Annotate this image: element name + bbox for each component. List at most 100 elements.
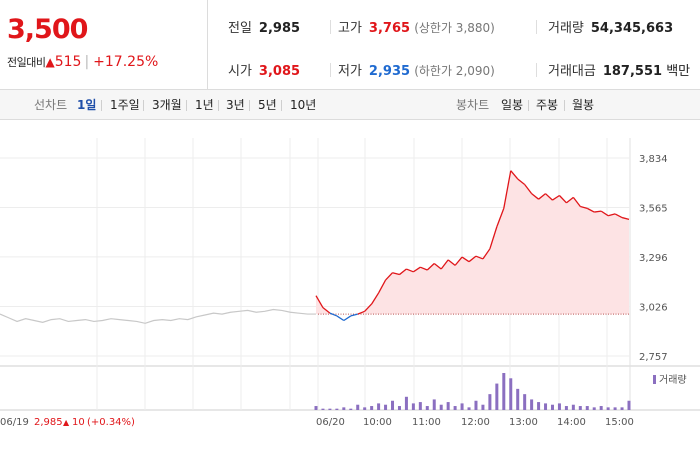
volume-bar — [453, 406, 457, 410]
tab-divider — [143, 100, 144, 111]
tab-3month[interactable]: 3개월 — [152, 98, 182, 112]
prev-day-line — [0, 308, 316, 324]
x-tick-label: 06/19 — [0, 417, 29, 428]
today-line-segment — [614, 213, 623, 219]
change-percent: +17.25% — [93, 54, 159, 70]
tab-1year[interactable]: 1년 — [195, 98, 214, 112]
stat-divider — [330, 20, 331, 34]
stat-high: 고가 3,765 (상한가 3,880) — [338, 17, 495, 36]
tab-5year[interactable]: 5년 — [258, 98, 277, 112]
high-value: 3,765 — [368, 21, 411, 36]
volume-bar — [530, 399, 534, 410]
tab-3year[interactable]: 3년 — [226, 98, 245, 112]
today-line-segment — [565, 196, 574, 204]
today-line-segment — [552, 194, 560, 201]
y-tick-label: 3,565 — [639, 203, 668, 214]
today-line-segment — [357, 310, 365, 315]
current-price: 3,500 — [7, 14, 88, 45]
x-tick-label: 10:00 — [363, 417, 392, 428]
volume-bar — [592, 407, 596, 410]
open-value: 3,085 — [258, 64, 301, 79]
up-arrow-icon: ▲ — [45, 55, 55, 69]
tab-divider — [564, 100, 565, 111]
volume-bar — [460, 403, 464, 410]
tab-weekly-candle[interactable]: 주봉 — [536, 98, 559, 112]
today-line-segment — [322, 307, 331, 314]
prev-day-note: 2,985 ▲ 10 (+0.34%) — [34, 417, 135, 428]
today-line-segment — [482, 248, 491, 260]
tab-1day[interactable]: 1일 — [77, 98, 97, 112]
prev-day-close: 2,985 — [34, 417, 63, 428]
tab-divider — [218, 100, 219, 111]
stat-open: 시가 3,085 — [228, 60, 300, 79]
volume-bar — [321, 408, 325, 410]
stat-divider — [330, 63, 331, 77]
amount-unit: 백만 — [666, 64, 691, 79]
today-line-segment — [371, 292, 380, 305]
today-line-segment — [426, 263, 435, 271]
volume-bar — [446, 402, 450, 410]
price-box: 3,500 전일대비▲515 | +17.25% — [0, 0, 208, 90]
lower-limit: (하한가 2,090) — [414, 64, 495, 78]
today-line-segment — [538, 193, 546, 200]
today-line-segment — [461, 256, 470, 263]
volume-bar — [363, 407, 367, 410]
tab-10year[interactable]: 10년 — [290, 98, 317, 112]
volume-bar — [599, 406, 603, 410]
volume-legend-label: 거래량 — [659, 374, 687, 386]
volume-bar — [544, 403, 548, 410]
today-line-segment — [586, 207, 595, 213]
volume-bar — [425, 406, 429, 410]
today-line-segment — [545, 193, 553, 201]
tab-monthly-candle[interactable]: 월봉 — [572, 98, 595, 112]
stat-volume: 거래량 54,345,663 — [548, 17, 673, 36]
prev-close-value: 2,985 — [258, 21, 301, 36]
today-line-segment — [524, 184, 533, 195]
x-tick-label: 06/20 — [316, 417, 345, 428]
volume-bar — [349, 408, 353, 410]
today-line-segment — [600, 210, 609, 217]
today-line-segment — [378, 279, 387, 294]
chart-period-tabs: 선차트 1일 1주일 3개월 1년 3년 5년 10년 봉차트 일봉 주봉 월봉 — [0, 90, 700, 120]
today-line-segment — [468, 255, 477, 263]
volume-bar — [557, 403, 561, 410]
volume-bar — [404, 396, 408, 410]
volume-legend: 거래량 — [653, 374, 687, 386]
today-line-segment — [343, 315, 352, 322]
prev-day-percent: (+0.34%) — [87, 417, 135, 428]
volume-legend-swatch — [653, 375, 656, 384]
x-tick-label: 14:00 — [557, 417, 586, 428]
today-line-segment — [607, 213, 616, 217]
quote-stats: 전일 2,985 고가 3,765 (상한가 3,880) 거래량 54,345,66… — [208, 0, 700, 90]
volume-bar — [356, 404, 360, 410]
volume-bar — [391, 400, 395, 410]
volume-bar — [564, 406, 568, 410]
volume-bar — [516, 388, 520, 410]
today-line-segment — [433, 263, 442, 270]
stat-amount: 거래대금 187,551 백만 — [548, 60, 690, 79]
today-line-segment — [364, 303, 373, 312]
tab-1week[interactable]: 1주일 — [110, 98, 140, 112]
change-label: 전일대비 — [7, 56, 46, 69]
today-line-segment — [336, 315, 345, 322]
volume-bar — [370, 406, 374, 410]
stat-divider — [536, 20, 537, 34]
volume-bar — [467, 407, 471, 410]
intraday-chart[interactable]: 3,834 3,565 3,296 3,026 2,757 거래량 06/19 06/20… — [0, 120, 700, 450]
volume-bar — [606, 407, 610, 410]
stat-low: 저가 2,935 (하한가 2,090) — [338, 60, 495, 79]
volume-bar — [523, 394, 527, 410]
y-axis-ticks: 3,834 3,565 3,296 3,026 2,757 — [639, 154, 668, 363]
today-line-segment — [621, 216, 630, 221]
x-tick-label: 13:00 — [509, 417, 538, 428]
volume-bar — [585, 406, 589, 410]
volume-bar — [571, 404, 575, 410]
today-line-segment — [350, 313, 358, 317]
today-line-segment — [580, 205, 588, 210]
today-line-segment — [413, 266, 421, 273]
y-tick-label: 2,757 — [639, 352, 668, 363]
today-line-segment — [329, 312, 338, 317]
tab-daily-candle[interactable]: 일봉 — [501, 98, 524, 112]
today-line-segment — [572, 196, 581, 207]
volume-bar — [335, 408, 339, 410]
